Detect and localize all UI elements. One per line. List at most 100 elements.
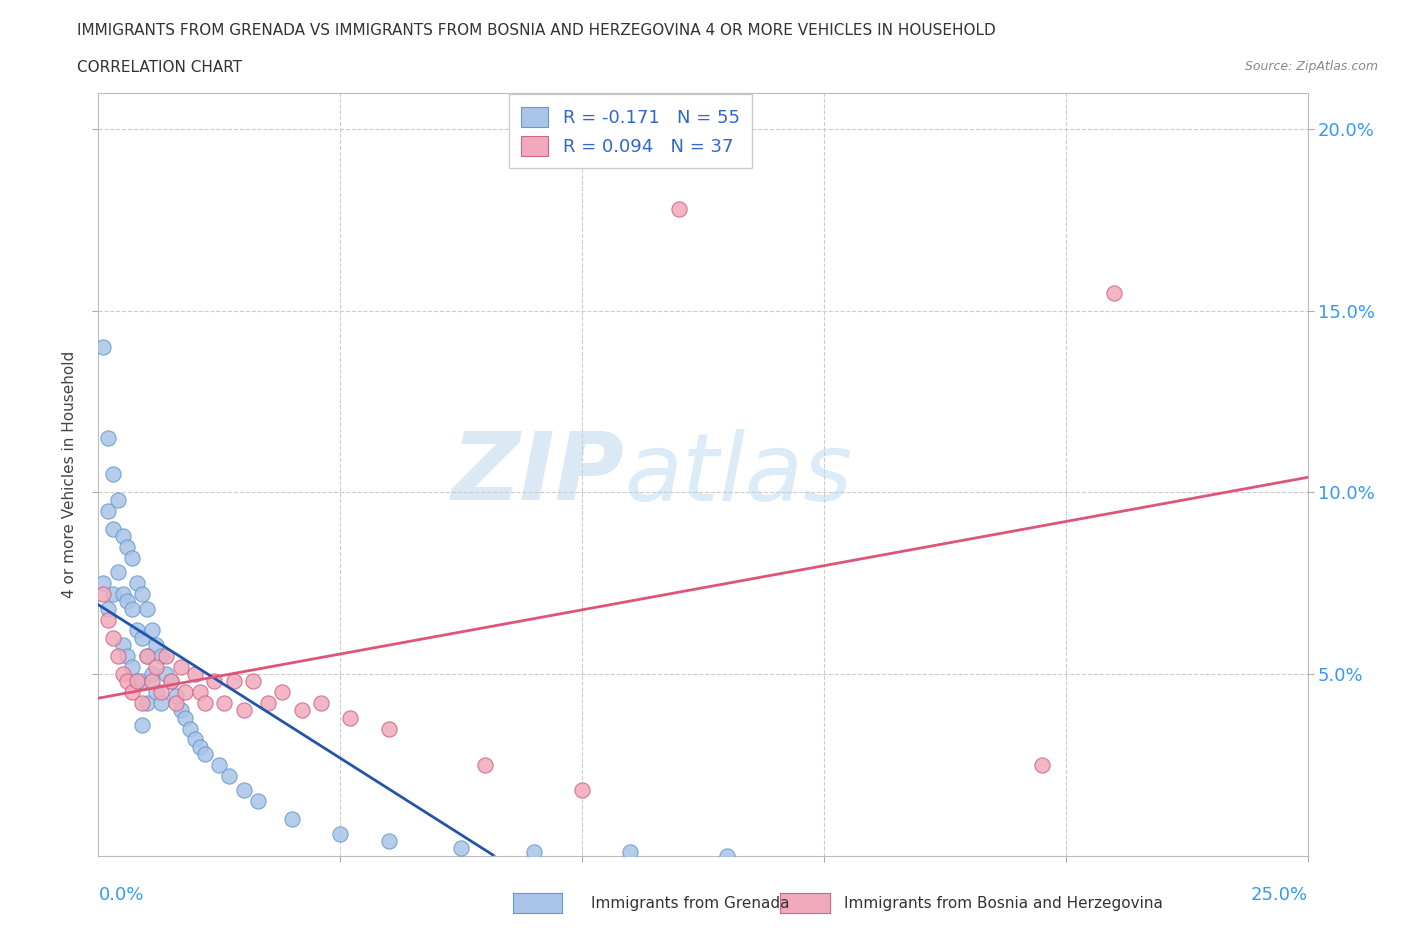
Text: Immigrants from Bosnia and Herzegovina: Immigrants from Bosnia and Herzegovina bbox=[844, 897, 1163, 911]
Point bbox=[97, 601, 120, 616]
Point bbox=[131, 631, 153, 645]
Point bbox=[165, 696, 187, 711]
Point bbox=[97, 612, 120, 627]
Point bbox=[121, 551, 143, 565]
Point bbox=[232, 703, 254, 718]
Point bbox=[127, 674, 149, 689]
Point bbox=[188, 739, 211, 754]
Point bbox=[271, 684, 294, 699]
Point bbox=[571, 783, 593, 798]
Point bbox=[145, 659, 167, 674]
Point bbox=[111, 638, 134, 653]
Point bbox=[281, 812, 304, 827]
Point bbox=[184, 732, 207, 747]
Point bbox=[150, 648, 173, 663]
Point bbox=[97, 503, 120, 518]
Point bbox=[121, 601, 143, 616]
Point bbox=[135, 601, 157, 616]
Point bbox=[169, 703, 191, 718]
Point bbox=[329, 827, 352, 842]
Point bbox=[179, 721, 201, 736]
Text: Immigrants from Grenada: Immigrants from Grenada bbox=[591, 897, 789, 911]
Point bbox=[523, 844, 546, 859]
Point bbox=[1031, 757, 1053, 772]
Point bbox=[155, 648, 177, 663]
Point bbox=[290, 703, 312, 718]
Point bbox=[97, 431, 120, 445]
Point bbox=[101, 631, 124, 645]
Point bbox=[377, 833, 399, 848]
Point bbox=[247, 793, 270, 808]
Point bbox=[107, 648, 129, 663]
Point bbox=[450, 841, 472, 856]
Point bbox=[131, 696, 153, 711]
Point bbox=[474, 757, 496, 772]
Point bbox=[91, 339, 114, 354]
Point bbox=[212, 696, 235, 711]
Point bbox=[117, 674, 139, 689]
Point bbox=[377, 721, 399, 736]
Point bbox=[141, 623, 163, 638]
Text: 25.0%: 25.0% bbox=[1250, 886, 1308, 904]
Point bbox=[339, 711, 361, 725]
Point bbox=[121, 684, 143, 699]
Point bbox=[169, 659, 191, 674]
Point bbox=[218, 768, 240, 783]
Point bbox=[117, 594, 139, 609]
Text: atlas: atlas bbox=[624, 429, 852, 520]
Point bbox=[141, 674, 163, 689]
Point bbox=[117, 648, 139, 663]
Point bbox=[101, 467, 124, 482]
Text: 0.0%: 0.0% bbox=[98, 886, 143, 904]
Point bbox=[145, 684, 167, 699]
Point bbox=[127, 623, 149, 638]
Point bbox=[117, 539, 139, 554]
Point bbox=[242, 674, 264, 689]
Point bbox=[135, 648, 157, 663]
Point bbox=[160, 674, 183, 689]
Point bbox=[309, 696, 332, 711]
Point bbox=[208, 757, 231, 772]
Point bbox=[141, 667, 163, 682]
Point bbox=[111, 587, 134, 602]
Text: Source: ZipAtlas.com: Source: ZipAtlas.com bbox=[1244, 60, 1378, 73]
Point bbox=[174, 684, 197, 699]
Text: IMMIGRANTS FROM GRENADA VS IMMIGRANTS FROM BOSNIA AND HERZEGOVINA 4 OR MORE VEHI: IMMIGRANTS FROM GRENADA VS IMMIGRANTS FR… bbox=[77, 23, 995, 38]
Point bbox=[160, 674, 183, 689]
Point bbox=[184, 667, 207, 682]
Point bbox=[232, 783, 254, 798]
Point bbox=[127, 674, 149, 689]
Text: ZIP: ZIP bbox=[451, 429, 624, 520]
Point bbox=[256, 696, 278, 711]
Point bbox=[135, 696, 157, 711]
Point bbox=[135, 648, 157, 663]
Point bbox=[619, 844, 641, 859]
Point bbox=[121, 659, 143, 674]
Point bbox=[111, 667, 134, 682]
Point bbox=[174, 711, 197, 725]
Point bbox=[91, 587, 114, 602]
Point bbox=[194, 696, 217, 711]
Point bbox=[668, 202, 690, 217]
Point bbox=[91, 576, 114, 591]
Point bbox=[222, 674, 245, 689]
Point bbox=[194, 747, 217, 762]
Point bbox=[150, 684, 173, 699]
Point bbox=[101, 522, 124, 537]
Point bbox=[155, 667, 177, 682]
Point bbox=[111, 528, 134, 543]
Legend: R = -0.171   N = 55, R = 0.094   N = 37: R = -0.171 N = 55, R = 0.094 N = 37 bbox=[509, 95, 752, 168]
Point bbox=[1102, 286, 1125, 300]
Point bbox=[204, 674, 226, 689]
Point bbox=[131, 587, 153, 602]
Point bbox=[127, 576, 149, 591]
Point bbox=[145, 638, 167, 653]
Point bbox=[188, 684, 211, 699]
Point bbox=[150, 696, 173, 711]
Point bbox=[107, 492, 129, 507]
Point bbox=[165, 688, 187, 703]
Point bbox=[101, 587, 124, 602]
Text: CORRELATION CHART: CORRELATION CHART bbox=[77, 60, 242, 75]
Y-axis label: 4 or more Vehicles in Household: 4 or more Vehicles in Household bbox=[62, 351, 77, 598]
Point bbox=[107, 565, 129, 579]
